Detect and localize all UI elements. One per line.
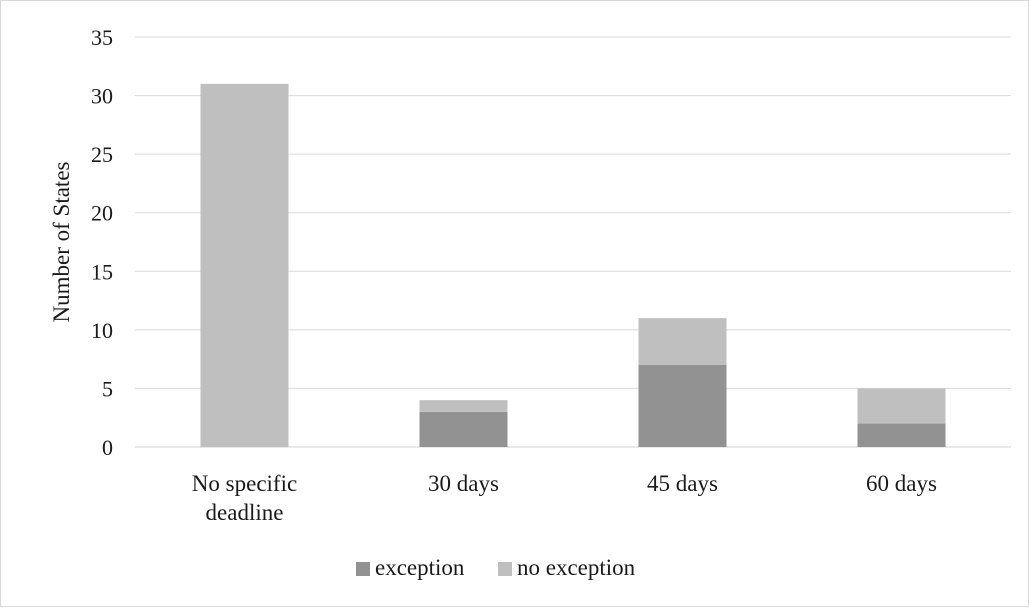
- y-axis-title: Number of States: [49, 161, 74, 322]
- y-tick-label: 0: [102, 435, 113, 460]
- bar-exception-1: [419, 411, 508, 447]
- x-category-label: 30 days: [428, 471, 499, 496]
- legend-label-exception: exception: [375, 555, 465, 580]
- bar-no-exception-1: [419, 400, 508, 412]
- x-category-label: No specific deadline: [192, 471, 297, 525]
- x-category-label: 60 days: [866, 471, 937, 496]
- y-tick-label: 5: [102, 376, 113, 401]
- legend-label-no-exception: no exception: [517, 555, 636, 580]
- y-tick-label: 20: [91, 201, 113, 226]
- legend-swatch-no-exception: [498, 562, 512, 576]
- x-category-label: 45 days: [647, 471, 718, 496]
- y-tick-label: 10: [91, 318, 113, 343]
- y-tick-label: 30: [91, 84, 113, 109]
- bar-exception-3: [857, 423, 946, 447]
- y-tick-label: 15: [91, 259, 113, 284]
- legend: exception no exception: [356, 555, 636, 580]
- bars: [200, 83, 946, 447]
- y-axis-ticks: 0 5 10 15 20 25 30 35: [91, 25, 113, 460]
- y-tick-label: 25: [91, 142, 113, 167]
- bar-no-exception-0: [200, 83, 289, 447]
- y-tick-label: 35: [91, 25, 113, 50]
- x-axis-categories: No specific deadline 30 days 45 days 60 days: [192, 471, 937, 525]
- bar-no-exception-2: [638, 318, 727, 365]
- legend-swatch-exception: [356, 562, 370, 576]
- bar-no-exception-3: [857, 388, 946, 424]
- bar-exception-2: [638, 365, 727, 447]
